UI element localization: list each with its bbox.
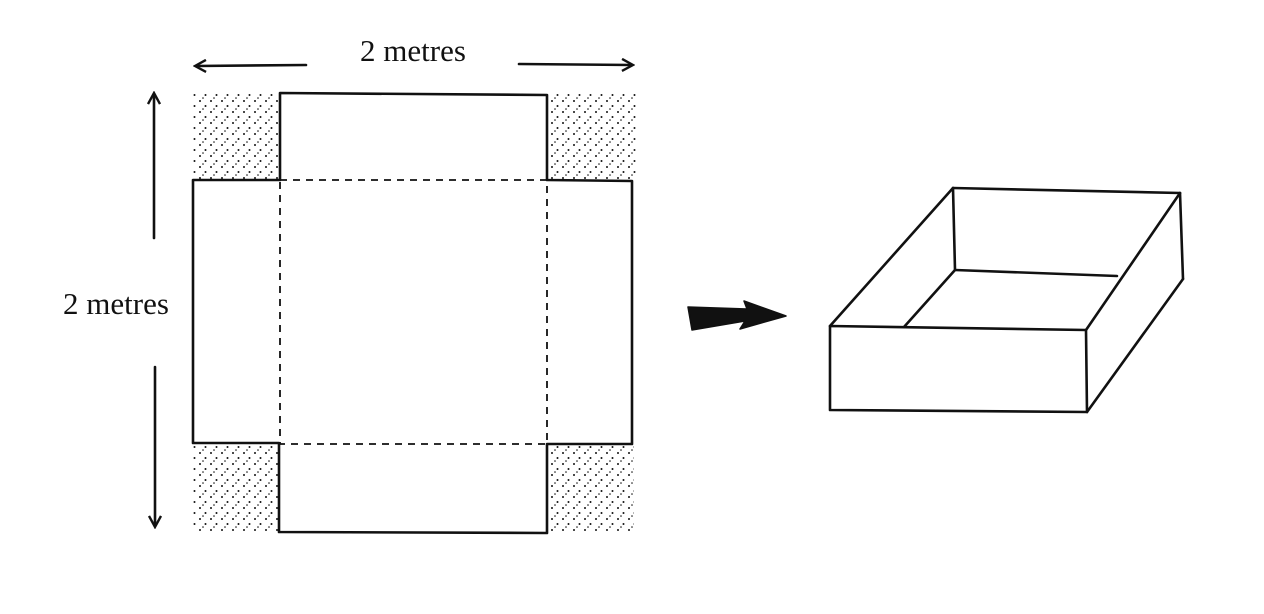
corner-cutouts (193, 92, 636, 534)
width-arrow-left (196, 65, 308, 66)
fold-lines (279, 179, 548, 445)
height-label: 2 metres (63, 286, 169, 321)
box-back-top-edge (951, 186, 1182, 195)
box-front-face (828, 324, 1089, 414)
box-right-bottom-edge (1085, 277, 1185, 414)
box-inner-corner-vertical (951, 186, 957, 272)
height-dimension: 2 metres (63, 94, 169, 526)
box-inner-floor-left-edge (902, 268, 957, 329)
box-back-right-vertical (1178, 191, 1185, 281)
open-box-drawing (828, 186, 1185, 414)
box-right-top-edge (1084, 191, 1182, 332)
corner-cutout-bottom-right (548, 444, 634, 534)
width-arrow-right (517, 64, 632, 65)
box-inner-floor-back-edge (953, 268, 1119, 278)
corner-cutout-bottom-left (193, 444, 279, 532)
box-left-top-edge (828, 186, 955, 328)
width-label: 2 metres (360, 33, 466, 68)
corner-cutout-top-right (548, 92, 636, 179)
transform-arrow-icon (687, 300, 787, 331)
width-dimension: 2 metres (196, 33, 632, 68)
corner-cutout-top-left (193, 92, 280, 179)
